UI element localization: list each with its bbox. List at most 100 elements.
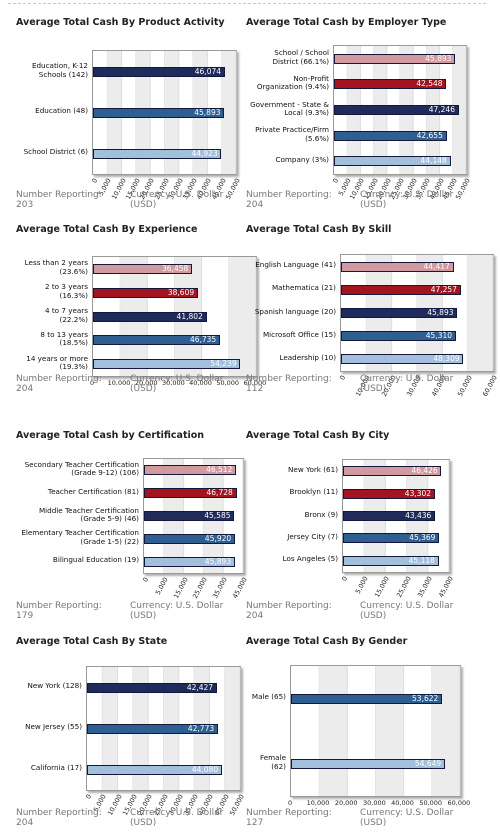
chart-panel-skill: Average Total Cash By Skill 44,417 47,257 4…: [246, 224, 499, 424]
category-label: Company (3%): [275, 154, 330, 164]
currency-label: Currency: U.S. Dollar (USD): [130, 601, 224, 621]
chart-title: Average Total Cash By Product Activity: [16, 17, 225, 28]
x-tick-label: 0: [288, 799, 293, 807]
x-tick-label: 5,000: [153, 576, 170, 597]
category-label: 4 to 7 years (22.2%): [45, 306, 88, 324]
bar-value-label: 43,302: [404, 488, 432, 498]
category-label: School District (6): [23, 147, 88, 156]
chart-title: Average Total Cash By Skill: [246, 224, 392, 235]
bar-value-label: 45,310: [425, 331, 453, 341]
bar-value-label: 42,427: [186, 682, 214, 692]
category-label: Teacher Certification (81): [47, 486, 139, 496]
bar-value-label: 45,893: [425, 53, 452, 63]
bar-value-label: 53,622: [412, 693, 439, 703]
category-label: Brooklyn (11): [289, 487, 338, 497]
category-label: Government - State & Local (9.3%): [250, 99, 329, 117]
bar-mathematica-21: [341, 284, 461, 295]
bar-teacher-certification-81: [144, 488, 237, 499]
bar-elementary-teacher-certification-grade-1-5-22: [144, 533, 235, 544]
x-tick-label: 10,000: [107, 379, 131, 387]
bar-value-label: 42,773: [187, 723, 215, 733]
plot-area: 46,426 43,302 43,436 45,369 45,118: [342, 459, 450, 573]
bar-less-than-2-years-23-6: [93, 263, 193, 274]
x-tick-label: 40,000: [189, 379, 212, 387]
x-tick-label: 25,000: [191, 576, 210, 600]
top-divider: [8, 3, 486, 4]
chart-panel-city: Average Total Cash By City 46,426 43,302 43…: [246, 430, 481, 630]
chart-panel-gender: Average Total Cash By Gender 53,622 54,649…: [246, 636, 481, 836]
grid-band: [228, 257, 256, 376]
grid-band: [221, 51, 236, 174]
x-tick-label: 15,000: [373, 575, 392, 599]
bar-value-label: 45,920: [204, 533, 232, 543]
category-label: Private Practice/Firm (5.6%): [255, 125, 329, 143]
bar-value-label: 46,735: [189, 335, 217, 345]
x-tick-label: 60,000: [447, 799, 471, 807]
category-label: Elementary Teacher Certification (Grade …: [21, 528, 139, 546]
grid-band: [224, 667, 240, 790]
bar-value-label: 44,148: [420, 156, 447, 166]
x-tick-label: 60,000: [243, 379, 267, 387]
bar-school-district-6: [93, 148, 222, 159]
bar-value-label: 45,369: [409, 533, 436, 543]
x-tick-label: 20,000: [334, 799, 358, 807]
bar-california-17: [87, 764, 222, 775]
bar-value-label: 38,609: [167, 287, 195, 297]
currency-label: Currency: U.S. Dollar (USD): [360, 374, 454, 394]
bar-value-label: 46,426: [411, 466, 438, 476]
bar-education-48: [93, 107, 225, 118]
bar-14-years-or-more-19-3: [93, 359, 241, 370]
bar-secondary-teacher-certification-grade-9-12-106: [144, 465, 237, 476]
bar-value-label: 44,417: [423, 261, 450, 271]
chart-title: Average Total Cash By Experience: [16, 224, 198, 235]
bar-private-practice-firm-5-6: [334, 130, 447, 141]
chart-panel-certification: Average Total Cash by Certification 46,51…: [16, 430, 251, 630]
chart-panel-employer: Average Total Cash by Employer Type 45,89…: [246, 17, 481, 217]
bar-value-label: 42,655: [416, 130, 443, 140]
bar-value-label: 45,585: [204, 511, 231, 520]
x-tick-label: 40,000: [391, 799, 414, 807]
bar-value-label: 44,923: [191, 148, 218, 158]
x-tick-label: 0: [141, 576, 151, 584]
category-label: Microsoft Office (15): [262, 329, 336, 339]
bar-leadership-10: [341, 354, 464, 365]
bar-value-label: 41,802: [176, 311, 203, 321]
bar-brooklyn-11: [343, 488, 435, 499]
bar-english-language-41: [341, 261, 454, 272]
currency-label: Currency: U.S. Dollar (USD): [130, 808, 224, 828]
plot-area: 53,622 54,649: [290, 665, 461, 797]
bar-value-label: 46,728: [206, 488, 233, 498]
currency-label: Currency: U.S. Dollar (USD): [360, 808, 454, 828]
bar-education-k-12-schools-142: [93, 66, 225, 77]
category-label: New Jersey (55): [25, 722, 82, 731]
grid-band: [375, 666, 404, 796]
grid-band: [452, 46, 466, 174]
category-label: Non-Profit Organization (9.4%): [256, 73, 329, 92]
x-tick-label: 30,000: [162, 379, 185, 387]
category-label: California (17): [30, 763, 82, 772]
x-tick-label: 35,000: [211, 576, 230, 600]
category-label: 2 to 3 years (16.3%): [45, 282, 88, 300]
x-tick-label: 50,000: [419, 799, 443, 807]
x-tick-label: 45,000: [437, 575, 455, 599]
category-label: Bilingual Education (19): [52, 555, 139, 565]
chart-title: Average Total Cash By City: [246, 430, 390, 441]
bar-value-label: 45,893: [204, 556, 232, 566]
bar-new-york-128: [87, 682, 217, 693]
bar-female-62: [291, 758, 445, 769]
bar-new-york-61: [343, 466, 442, 477]
x-tick-label: 0: [84, 793, 94, 801]
category-label: Middle Teacher Certification (Grade 5-9)…: [38, 505, 139, 523]
grid-background: [318, 666, 461, 796]
plot-area: 44,417 47,257 45,893 45,310 48,309: [340, 254, 494, 372]
number-reporting: Number Reporting: 179: [16, 601, 102, 621]
bar-8-to-13-years-18-5: [93, 335, 220, 346]
x-tick-label: 35,000: [415, 575, 434, 599]
bar-value-label: 47,246: [428, 105, 455, 114]
category-label: 8 to 13 years (18.5%): [40, 329, 88, 348]
bar-jersey-city-7: [343, 533, 440, 544]
plot-area: 46,074 45,893 44,923: [92, 50, 237, 175]
bar-value-label: 47,257: [430, 284, 457, 294]
bar-value-label: 43,436: [405, 511, 432, 520]
bar-value-label: 45,893: [427, 308, 454, 317]
